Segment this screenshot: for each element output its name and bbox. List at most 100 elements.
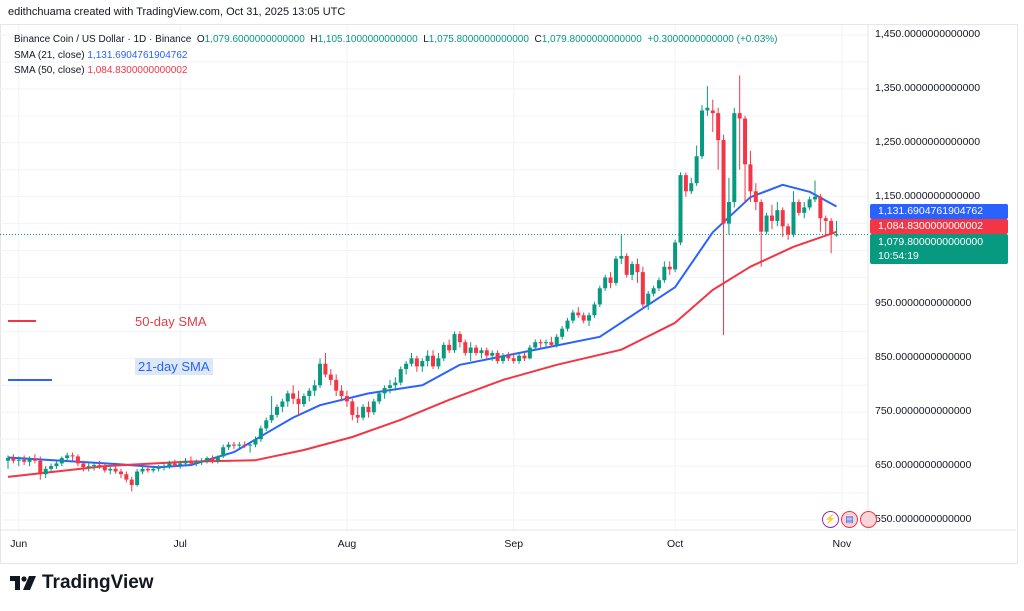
candle-up <box>420 361 425 367</box>
candle-down <box>431 355 436 367</box>
candle-down <box>75 456 80 464</box>
change-value: +0.3000000000000 (+0.03%) <box>647 34 778 45</box>
candle-up <box>533 342 538 348</box>
candle-down <box>366 406 371 413</box>
candle-up <box>27 458 32 462</box>
candle-down <box>683 175 688 192</box>
candle-down <box>339 390 344 397</box>
candle-up <box>560 328 565 337</box>
candle-up <box>226 444 231 448</box>
candle-up <box>689 183 694 192</box>
candle-down <box>538 342 543 344</box>
candle-down <box>188 460 193 464</box>
candle-down <box>334 379 339 391</box>
candle-up <box>813 196 817 200</box>
candle-down <box>355 414 360 418</box>
y-tick-label: 650.0000000000000 <box>875 459 972 472</box>
candle-up <box>436 358 441 367</box>
candle-up <box>248 444 253 446</box>
candle-up <box>726 202 731 224</box>
high-label: H <box>310 34 318 45</box>
sma50-annotation: 50-day SMA <box>135 314 207 329</box>
candle-up <box>425 355 430 362</box>
candle-up <box>151 468 156 471</box>
candle-up <box>167 463 172 467</box>
us-flag-icon-2[interactable] <box>860 511 877 528</box>
candle-down <box>129 479 134 485</box>
sma21-row[interactable]: SMA (21, close) 1,131.6904761904762 <box>14 48 778 64</box>
candle-down <box>463 342 468 353</box>
candle-down <box>11 458 16 461</box>
lightning-icon[interactable]: ⚡ <box>822 511 839 528</box>
candle-up <box>544 342 548 344</box>
candle-up <box>16 459 21 461</box>
candle-up <box>592 304 597 316</box>
candle-down <box>323 363 328 375</box>
candle-down <box>242 444 247 446</box>
candle-down <box>70 455 75 457</box>
candle-up <box>382 387 387 394</box>
candle-up <box>404 363 409 370</box>
candle-down <box>350 401 355 415</box>
candle-up <box>409 358 414 364</box>
candle-up <box>613 258 618 283</box>
candle-up <box>86 466 91 468</box>
candle-up <box>275 406 279 415</box>
candle-down <box>818 196 823 219</box>
event-icons[interactable]: ⚡ ▤ <box>822 511 877 528</box>
candle-down <box>231 444 236 446</box>
candle-down <box>118 471 123 475</box>
candle-down <box>291 393 296 399</box>
candle-up <box>280 401 285 407</box>
candle-up <box>673 242 678 270</box>
x-tick-label: Aug <box>337 538 357 550</box>
low-label: L <box>423 34 429 45</box>
sma21-label: SMA (21, close) <box>14 49 85 61</box>
candle-up <box>269 414 274 421</box>
chart-legend: Binance Coin / US Dollar · 1D · Binance … <box>14 32 778 79</box>
candle-up <box>258 428 263 440</box>
candle-up <box>54 463 59 467</box>
candle-down <box>780 210 785 227</box>
x-tick-label: Jun <box>10 538 28 550</box>
candle-up <box>178 463 183 466</box>
candle-up <box>312 385 317 391</box>
candle-up <box>398 369 403 383</box>
candle-down <box>737 113 742 119</box>
candle-up <box>183 460 188 464</box>
last-price-label: 1,079.8000000000000 10:54:19 <box>870 234 1008 264</box>
symbol-label[interactable]: Binance Coin / US Dollar · 1D · Binance <box>14 34 192 45</box>
candle-up <box>361 406 366 418</box>
candle-up <box>215 456 220 461</box>
candle-up <box>597 288 602 305</box>
candle-down <box>635 264 640 273</box>
close-label: C <box>534 34 542 45</box>
candle-up <box>775 210 780 221</box>
candle-down <box>344 396 349 402</box>
candle-up <box>619 255 624 259</box>
sma50-row[interactable]: SMA (50, close) 1,084.8300000000002 <box>14 63 778 79</box>
candle-down <box>829 220 834 235</box>
candle-up <box>656 280 661 289</box>
close-value: 1,079.8000000000000 <box>541 34 642 45</box>
open-value: 1,079.6000000000000 <box>204 34 305 45</box>
us-flag-icon[interactable]: ▤ <box>841 511 858 528</box>
high-value: 1,105.1000000000000 <box>317 34 418 45</box>
candle-up <box>587 315 592 321</box>
candle-down <box>748 164 753 192</box>
candle-down <box>145 468 150 471</box>
candle-up <box>630 264 635 275</box>
y-tick-label: 550.0000000000000 <box>875 513 972 525</box>
candle-down <box>759 202 764 232</box>
candle-up <box>694 156 699 184</box>
candle-down <box>97 465 102 467</box>
candle-down <box>581 315 586 321</box>
candle-up <box>156 467 161 469</box>
y-tick-label: 1,250.0000000000000 <box>875 135 981 148</box>
x-tick-label: Jul <box>173 538 187 550</box>
candle-up <box>791 202 796 235</box>
ohlc-row: Binance Coin / US Dollar · 1D · Binance … <box>14 32 778 48</box>
candle-down <box>113 468 118 472</box>
candle-up <box>301 396 306 405</box>
